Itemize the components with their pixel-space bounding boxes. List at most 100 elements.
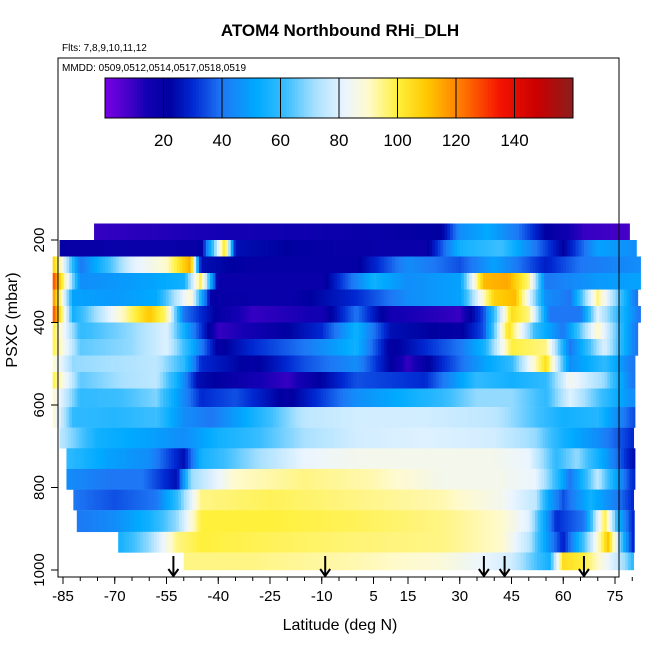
heatmap-cell: [463, 510, 467, 533]
x-tick-label: -10: [311, 588, 333, 605]
heatmap-cell: [629, 339, 633, 356]
heatmap-cell: [276, 306, 280, 323]
colorbar-swatch: [368, 78, 372, 118]
heatmap-cell: [439, 448, 443, 470]
heatmap-cell: [563, 407, 567, 428]
colorbar-swatch: [415, 78, 419, 118]
heatmap-cell: [266, 552, 270, 571]
heatmap-cell: [596, 355, 600, 373]
heatmap-cell: [491, 339, 495, 356]
heatmap-cell: [393, 240, 397, 257]
heatmap-cell: [355, 510, 359, 533]
heatmap-cell: [299, 552, 303, 571]
heatmap-cell: [121, 306, 125, 323]
heatmap-cell: [510, 388, 514, 408]
heatmap-cell: [436, 372, 440, 389]
heatmap-cell: [145, 510, 149, 533]
heatmap-cell: [60, 339, 65, 356]
heatmap-cell: [383, 273, 388, 290]
heatmap-cell: [394, 388, 399, 408]
heatmap-cell: [625, 552, 629, 571]
heatmap-cell: [290, 468, 294, 490]
heatmap-cell: [342, 448, 346, 470]
heatmap-cell: [356, 448, 360, 470]
heatmap-cell: [428, 355, 432, 373]
heatmap-cell: [488, 531, 492, 553]
heatmap-cell: [559, 427, 563, 449]
heatmap-cell: [205, 489, 209, 511]
heatmap-cell: [301, 468, 305, 490]
heatmap-cell: [294, 531, 298, 553]
heatmap-cell: [99, 388, 103, 408]
heatmap-cell: [568, 468, 572, 490]
heatmap-cell: [436, 407, 440, 428]
heatmap-cell: [132, 223, 136, 241]
heatmap-cell: [240, 372, 244, 389]
heatmap-cell: [216, 240, 221, 257]
heatmap-cell: [524, 289, 528, 307]
heatmap-cell: [125, 427, 129, 449]
heatmap-cell: [306, 468, 310, 490]
heatmap-cell: [343, 552, 347, 571]
heatmap-cell: [521, 256, 526, 274]
heatmap-cell: [382, 427, 386, 449]
heatmap-cell: [328, 448, 332, 470]
heatmap-cell: [543, 306, 548, 323]
heatmap-cell: [397, 273, 401, 290]
heatmap-cell: [497, 355, 501, 373]
heatmap-cell: [285, 240, 290, 257]
heatmap-cell: [74, 407, 78, 428]
heatmap-cell: [248, 355, 252, 373]
heatmap-cell: [468, 427, 472, 449]
heatmap-cell: [185, 448, 189, 470]
heatmap-cell: [254, 448, 258, 470]
heatmap-cell: [302, 489, 306, 511]
heatmap-cell: [301, 289, 305, 307]
heatmap-cell: [318, 552, 323, 571]
heatmap-cell: [585, 355, 589, 373]
heatmap-cell: [164, 427, 168, 449]
heatmap-cell: [187, 289, 192, 307]
heatmap-cell: [353, 468, 357, 490]
heatmap-cell: [339, 355, 343, 373]
heatmap-cell: [71, 256, 76, 274]
heatmap-cell: [466, 339, 470, 356]
heatmap-cell: [367, 289, 371, 307]
heatmap-cell: [619, 489, 623, 511]
heatmap-cell: [182, 448, 186, 470]
heatmap-cell: [579, 256, 583, 274]
heatmap-cell: [403, 388, 407, 408]
heatmap-cell: [481, 427, 485, 449]
heatmap-cell: [378, 289, 382, 307]
heatmap-cell: [66, 256, 70, 274]
heatmap-cell: [205, 240, 209, 257]
heatmap-cell: [353, 289, 357, 307]
heatmap-cell: [532, 388, 537, 408]
heatmap-cell: [250, 510, 254, 533]
heatmap-cell: [154, 339, 158, 356]
heatmap-cell: [592, 489, 596, 511]
heatmap-cell: [218, 223, 222, 241]
heatmap-cell: [183, 489, 187, 511]
heatmap-cell: [455, 322, 459, 340]
heatmap-cell: [176, 531, 180, 553]
heatmap-cell: [626, 372, 630, 389]
heatmap-cell: [567, 552, 571, 571]
heatmap-cell: [405, 388, 410, 408]
colorbar-swatch: [151, 78, 156, 118]
heatmap-cell: [629, 468, 633, 490]
heatmap-cell: [221, 355, 225, 373]
heatmap-cell: [468, 510, 472, 533]
heatmap-cell: [564, 489, 568, 511]
heatmap-cell: [116, 322, 120, 340]
heatmap-cell: [581, 510, 586, 533]
heatmap-cell: [310, 552, 314, 571]
heatmap-cell: [321, 240, 325, 257]
heatmap-cell: [626, 355, 630, 373]
heatmap-cell: [207, 289, 211, 307]
heatmap-cell: [323, 289, 327, 307]
heatmap-cell: [222, 427, 226, 449]
heatmap-cell: [623, 407, 628, 428]
heatmap-cell: [387, 240, 392, 257]
heatmap-cell: [324, 240, 328, 257]
